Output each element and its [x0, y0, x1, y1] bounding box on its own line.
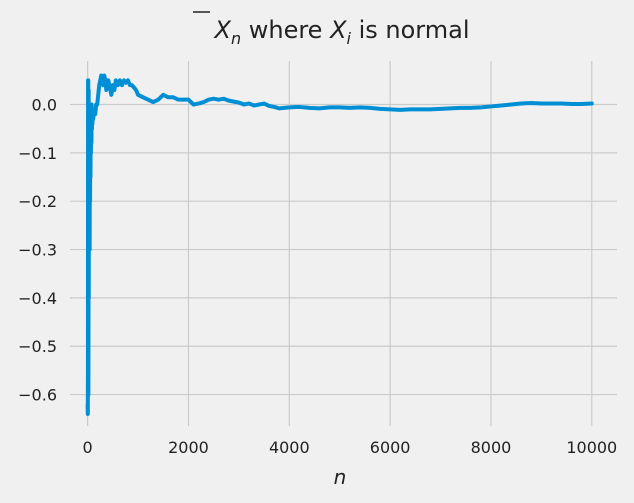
y-tick-label: −0.3: [18, 241, 57, 260]
y-tick-label: −0.4: [18, 289, 57, 308]
series-layer: [85, 73, 594, 416]
y-tick-label: −0.6: [18, 386, 57, 405]
y-tick-label: −0.2: [18, 192, 57, 211]
title-xi: X: [328, 16, 347, 44]
x-tick-label: 10000: [566, 438, 617, 457]
title-end: is normal: [351, 16, 470, 44]
y-tick-labels: 0.0 −0.1 −0.2 −0.3 −0.4 −0.5 −0.6: [18, 96, 57, 405]
y-tick-label: 0.0: [32, 96, 57, 115]
x-tick-label: 2000: [168, 438, 209, 457]
title-xi-subscript: i: [347, 29, 352, 48]
x-tick-label: 8000: [471, 438, 512, 457]
y-tick-label: −0.5: [18, 337, 57, 356]
x-tick-label: 0: [83, 438, 93, 457]
title-xbar: X: [213, 16, 232, 44]
x-tick-label: 4000: [269, 438, 310, 457]
title-xbar-subscript: n: [231, 29, 241, 48]
chart-title: Xn where Xi is normal: [213, 16, 470, 48]
x-tick-labels: 0 2000 4000 6000 8000 10000: [83, 438, 618, 457]
series-line: [85, 73, 594, 416]
y-tick-label: −0.1: [18, 144, 57, 163]
title-middle: where: [241, 16, 330, 44]
x-tick-label: 6000: [370, 438, 411, 457]
x-axis-label: n: [334, 465, 347, 489]
